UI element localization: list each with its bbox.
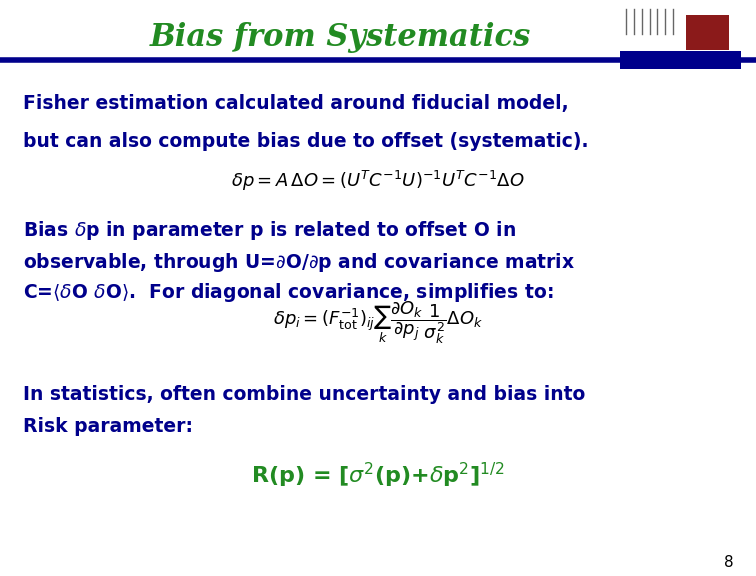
Text: 8: 8 (723, 555, 733, 570)
Text: R(p) = [$\sigma^2$(p)+$\delta$p$^2$]$^{1/2}$: R(p) = [$\sigma^2$(p)+$\delta$p$^2$]$^{1… (251, 461, 505, 490)
Text: observable, through U=$\partial$O/$\partial$p and covariance matrix: observable, through U=$\partial$O/$\part… (23, 251, 575, 274)
Text: but can also compute bias due to offset (systematic).: but can also compute bias due to offset … (23, 132, 588, 150)
Text: $\delta p = A \, \Delta O = (U^T C^{-1} U)^{-1} U^T C^{-1} \Delta O$: $\delta p = A \, \Delta O = (U^T C^{-1} … (231, 169, 525, 194)
Text: Risk parameter:: Risk parameter: (23, 417, 193, 435)
Text: BERKELEY LAB: BERKELEY LAB (658, 60, 703, 65)
FancyBboxPatch shape (620, 51, 741, 69)
Text: Bias $\delta$p in parameter p is related to offset O in: Bias $\delta$p in parameter p is related… (23, 219, 516, 242)
Text: Fisher estimation calculated around fiducial model,: Fisher estimation calculated around fidu… (23, 94, 569, 113)
Text: Bias from Systematics: Bias from Systematics (150, 22, 531, 53)
FancyBboxPatch shape (686, 16, 729, 50)
Text: $\delta p_i = (F_{\mathrm{tot}}^{-1})_{ij} \sum_k \dfrac{\partial O_k}{\partial : $\delta p_i = (F_{\mathrm{tot}}^{-1})_{i… (273, 299, 483, 346)
Text: In statistics, often combine uncertainty and bias into: In statistics, often combine uncertainty… (23, 385, 585, 404)
Text: C=$\langle$$\delta$O $\delta$O$\rangle$.  For diagonal covariance, simplifies to: C=$\langle$$\delta$O $\delta$O$\rangle$.… (23, 281, 553, 304)
